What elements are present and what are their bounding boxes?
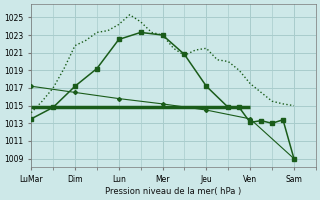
X-axis label: Pression niveau de la mer( hPa ): Pression niveau de la mer( hPa ) — [105, 187, 242, 196]
